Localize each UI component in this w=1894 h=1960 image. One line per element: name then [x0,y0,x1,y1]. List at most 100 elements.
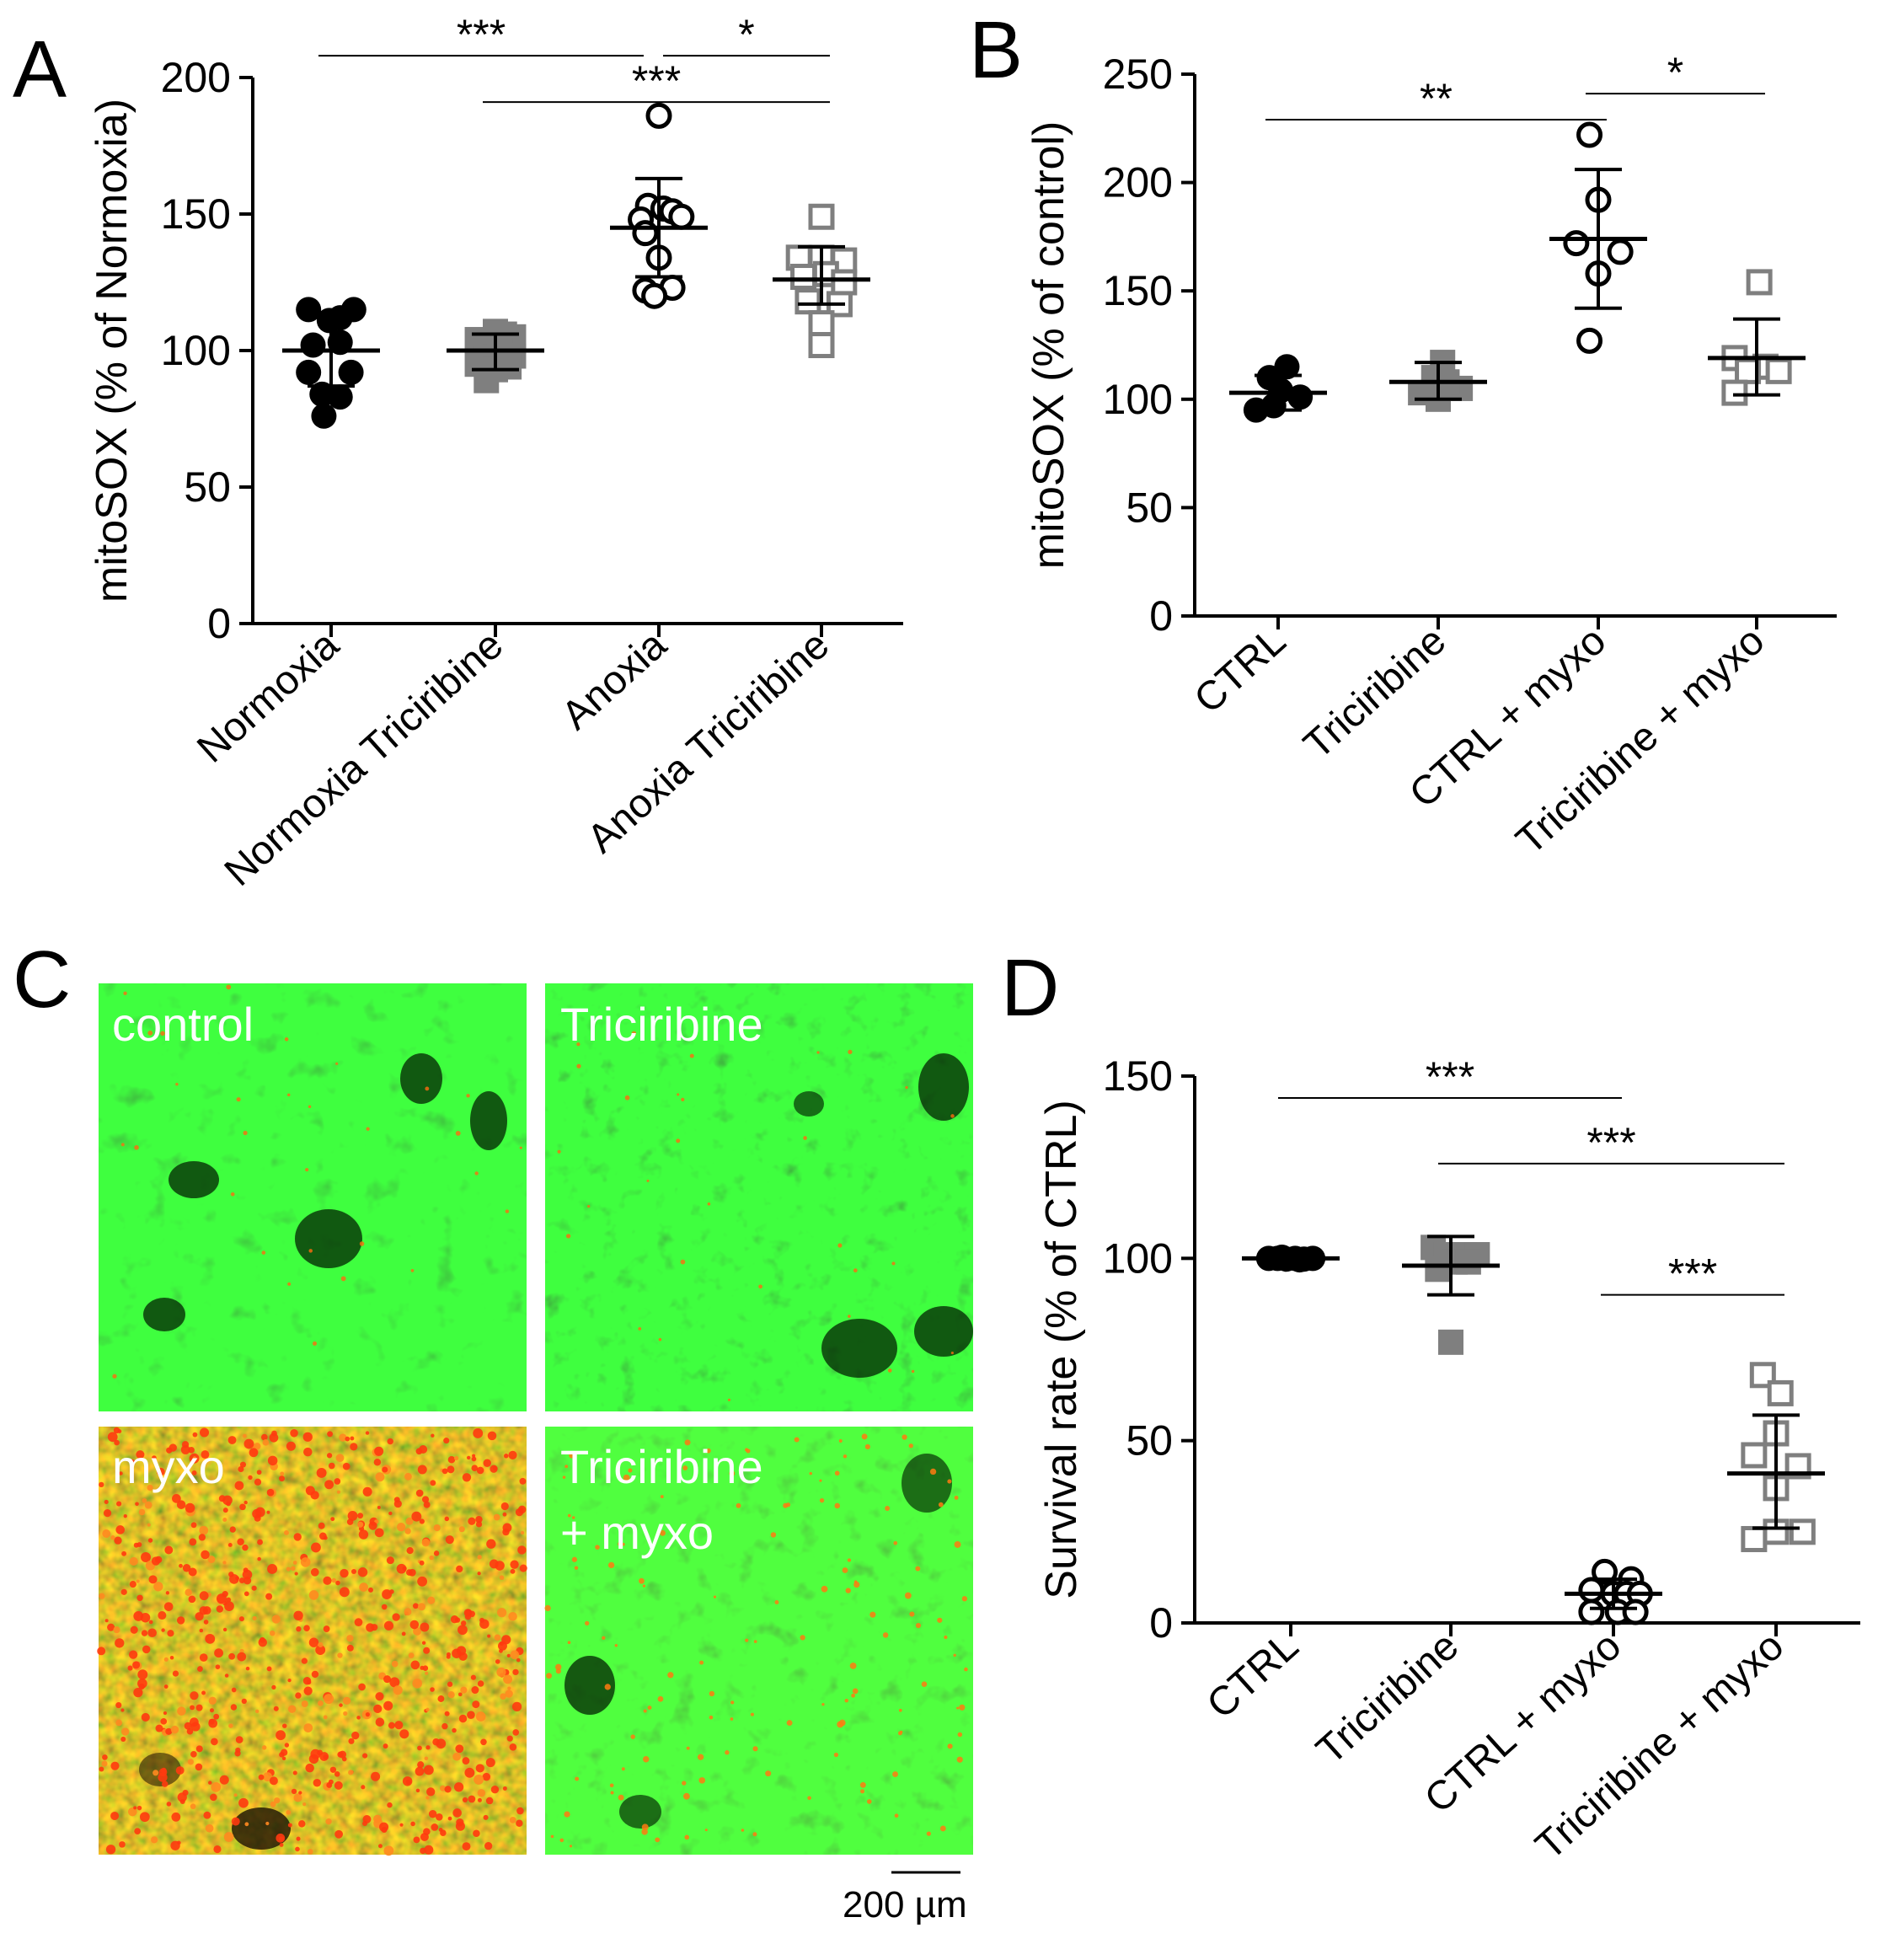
speckle [833,1752,839,1758]
speckle [428,1809,437,1818]
speckle [172,1494,181,1503]
speckle [898,1731,902,1736]
speckle [219,1775,229,1785]
speckle [559,1838,564,1843]
speckle [476,1466,484,1475]
speckle [405,1517,414,1525]
speckle [210,1793,217,1802]
speckle [165,1727,173,1735]
speckle [262,1438,270,1446]
speckle [292,1561,297,1565]
speckle [618,1794,624,1801]
speckle [475,1711,486,1722]
speckle [190,1722,201,1732]
speckle [477,1789,486,1797]
speckle [101,1760,108,1767]
speckle [348,1770,354,1775]
data-point [300,332,326,358]
speckle [555,1663,562,1671]
speckle [562,1475,566,1479]
y-tick-label: 50 [1126,484,1173,531]
speckle [290,1428,298,1438]
speckle [176,1616,185,1625]
speckle [496,1608,507,1618]
speckle [99,1481,104,1488]
speckle [137,1679,147,1689]
speckle [216,1593,227,1604]
speckle [391,1660,399,1668]
speckle [208,1781,212,1785]
speckle [144,1501,152,1509]
speckle [334,1781,343,1790]
speckle [177,1706,186,1716]
speckle [905,1085,908,1090]
speckle [269,1630,276,1636]
speckle [302,1802,307,1807]
speckle [222,1507,228,1513]
speckle [378,1822,389,1832]
speckle [585,1620,590,1626]
speckle [415,1788,420,1793]
speckle [500,1502,509,1511]
speckle [260,1433,268,1441]
speckle [224,1673,229,1678]
panel-letter-c: C [13,934,71,1025]
speckle [885,1506,891,1511]
speckle [409,1620,420,1630]
speckle [431,1823,439,1831]
speckle [621,1767,625,1771]
speckle [113,1625,120,1634]
speckle [462,1842,471,1851]
speckle [171,1812,181,1822]
speckle [375,1717,385,1727]
speckle [642,1584,646,1588]
series-normoxia [282,297,380,429]
speckle [205,1823,214,1833]
speckle [315,1645,326,1655]
speckle [303,1723,313,1732]
speckle [765,1770,772,1777]
speckle [786,1720,793,1727]
speckle [239,1503,246,1511]
speckle [102,1754,108,1760]
speckle [956,1706,960,1710]
speckle [257,1539,263,1545]
speckle [235,1736,243,1743]
speckle [286,1566,292,1572]
speckle [324,1694,334,1705]
speckle [175,1083,179,1086]
speckle [120,1727,130,1736]
speckle [308,1754,319,1765]
speckle [707,1202,711,1206]
speckle [249,1448,259,1458]
speckle [741,1829,745,1832]
speckle [508,1450,517,1459]
data-point [340,297,366,323]
speckle [433,1550,440,1556]
speckle [753,1640,757,1643]
speckle [190,1522,197,1529]
speckle [207,1556,216,1563]
speckle [362,1753,368,1759]
speckle [713,1595,717,1599]
speckle [348,1738,355,1744]
speckle [453,1782,464,1792]
speckle [466,1094,470,1098]
speckle [639,1577,645,1584]
speckle [404,1528,411,1534]
x-tick-label: Normoxia Triciribine [217,623,512,895]
speckle [276,1833,286,1843]
speckle [208,1696,217,1705]
speckle [517,1545,527,1555]
speckle [334,1829,344,1839]
speckle [682,1465,688,1470]
speckle [507,1686,511,1690]
speckle [337,1652,343,1658]
speckle [269,1776,278,1786]
speckle [303,1686,313,1695]
speckle [404,1608,412,1616]
speckle [163,1602,174,1611]
speckle [394,1721,404,1730]
speckle [388,1511,393,1516]
speckle [447,1681,453,1687]
